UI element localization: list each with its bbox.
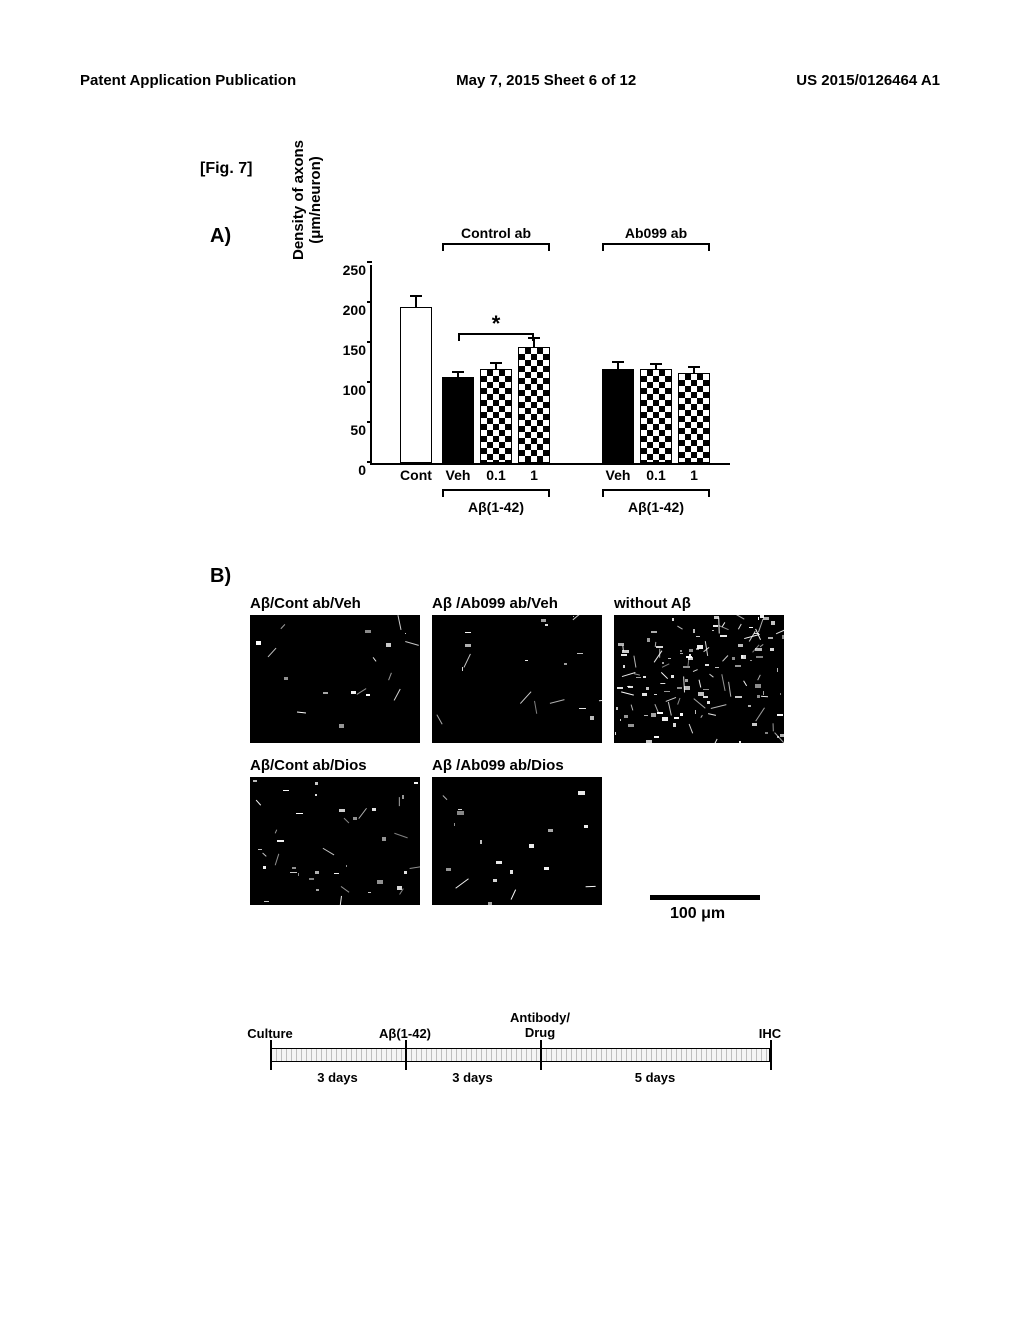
y-tick-label: 250 — [343, 262, 372, 278]
micrograph-cell: Aβ /Ab099 ab/Dios — [432, 757, 602, 905]
x-tick-label: Veh — [446, 463, 471, 483]
group-label: Control ab — [461, 225, 531, 241]
x-tick-label: 1 — [690, 463, 698, 483]
micrograph-cell: Aβ/Cont ab/Veh — [250, 595, 420, 743]
y-tick-label: 100 — [343, 382, 372, 398]
micrograph-cell: without Aβ — [614, 595, 784, 743]
ylabel-line2: (μm/neuron) — [307, 110, 324, 290]
micrograph-image — [432, 777, 602, 905]
bar — [602, 369, 634, 463]
timeline-bar — [270, 1048, 770, 1062]
header-right: US 2015/0126464 A1 — [796, 72, 940, 89]
x-tick-label: 1 — [530, 463, 538, 483]
timeline-event-label: Antibody/Drug — [510, 1010, 570, 1040]
bar — [640, 369, 672, 463]
chart-plot-area: 050100150200250ContVeh0.11Veh0.11Control… — [370, 265, 730, 465]
micrograph-image — [432, 615, 602, 743]
panel-b-label: B) — [210, 565, 231, 588]
bar — [678, 373, 710, 463]
x-tick-label: Veh — [606, 463, 631, 483]
scale-bar — [650, 895, 760, 900]
micrograph-title: Aβ/Cont ab/Dios — [250, 757, 420, 774]
micrograph-image — [250, 615, 420, 743]
bar — [442, 377, 474, 463]
header-left: Patent Application Publication — [80, 72, 296, 89]
timeline-interval-label: 3 days — [452, 1070, 492, 1085]
timeline-event-label: IHC — [759, 1026, 781, 1041]
y-tick-label: 50 — [350, 422, 372, 438]
bar-chart: Density of axons (μm/neuron) 05010015020… — [300, 230, 740, 510]
scale-bar-label: 100 μm — [670, 905, 725, 923]
micrograph-cell: Aβ /Ab099 ab/Veh — [432, 595, 602, 743]
micrograph-title: without Aβ — [614, 595, 784, 612]
x-tick-label: 0.1 — [486, 463, 505, 483]
panel-a-label: A) — [210, 225, 231, 248]
bottom-group-label: Aβ(1-42) — [468, 499, 524, 515]
micrograph-title: Aβ /Ab099 ab/Dios — [432, 757, 602, 774]
timeline-event-label: Aβ(1-42) — [379, 1026, 431, 1041]
x-tick-label: Cont — [400, 463, 432, 483]
y-tick-label: 0 — [358, 462, 372, 478]
bottom-group-label: Aβ(1-42) — [628, 499, 684, 515]
page-header: Patent Application Publication May 7, 20… — [80, 72, 940, 89]
header-center: May 7, 2015 Sheet 6 of 12 — [456, 72, 636, 89]
micrograph-title: Aβ /Ab099 ab/Veh — [432, 595, 602, 612]
timeline-diagram: CultureAβ(1-42)Antibody/DrugIHC3 days3 d… — [270, 1000, 770, 1110]
y-tick-label: 150 — [343, 342, 372, 358]
micrograph-image — [250, 777, 420, 905]
bar — [480, 369, 512, 463]
x-tick-label: 0.1 — [646, 463, 665, 483]
micrograph-cell: Aβ/Cont ab/Dios — [250, 757, 420, 905]
figure-label: [Fig. 7] — [200, 160, 252, 178]
y-tick-label: 200 — [343, 302, 372, 318]
y-axis-label: Density of axons (μm/neuron) — [290, 110, 324, 290]
bar — [400, 307, 432, 463]
group-label: Ab099 ab — [625, 225, 687, 241]
bar — [518, 347, 550, 463]
image-row-1: Aβ/Cont ab/Veh Aβ /Ab099 ab/Veh without Aβ — [250, 595, 810, 743]
timeline-interval-label: 3 days — [317, 1070, 357, 1085]
panel-b-images: Aβ/Cont ab/Veh Aβ /Ab099 ab/Veh without Aβ… — [250, 595, 810, 913]
timeline-interval-label: 5 days — [635, 1070, 675, 1085]
significance-marker: * — [492, 311, 501, 337]
micrograph-image — [614, 615, 784, 743]
image-row-2: Aβ/Cont ab/Dios Aβ /Ab099 ab/Dios — [250, 757, 810, 905]
ylabel-line1: Density of axons — [290, 110, 307, 290]
timeline-event-label: Culture — [247, 1026, 293, 1041]
micrograph-title: Aβ/Cont ab/Veh — [250, 595, 420, 612]
